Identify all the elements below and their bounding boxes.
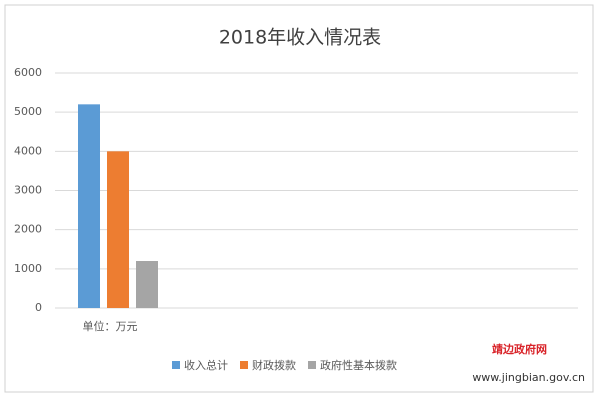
bar	[107, 151, 129, 308]
legend-label: 财政拨款	[252, 358, 296, 372]
y-tick-label: 6000	[14, 66, 42, 79]
legend-label: 政府性基本拨款	[320, 358, 397, 372]
chart-frame	[4, 4, 594, 393]
y-tick-label: 2000	[14, 223, 42, 236]
y-tick-label: 4000	[14, 144, 42, 157]
y-tick-label: 1000	[14, 262, 42, 275]
legend-swatch	[172, 361, 180, 369]
watermark-name: 靖边政府网	[492, 342, 547, 356]
x-tick-label: 单位：万元	[83, 319, 138, 333]
legend-swatch	[308, 361, 316, 369]
legend-label: 收入总计	[184, 358, 228, 372]
y-tick-label: 0	[35, 301, 42, 314]
legend-swatch	[240, 361, 248, 369]
y-tick-label: 3000	[14, 184, 42, 197]
bar	[136, 261, 158, 308]
watermark-url: www.jingbian.gov.cn	[472, 371, 585, 384]
y-tick-label: 5000	[14, 105, 42, 118]
chart-title: 2018年收入情况表	[219, 27, 381, 49]
bar	[78, 104, 100, 308]
